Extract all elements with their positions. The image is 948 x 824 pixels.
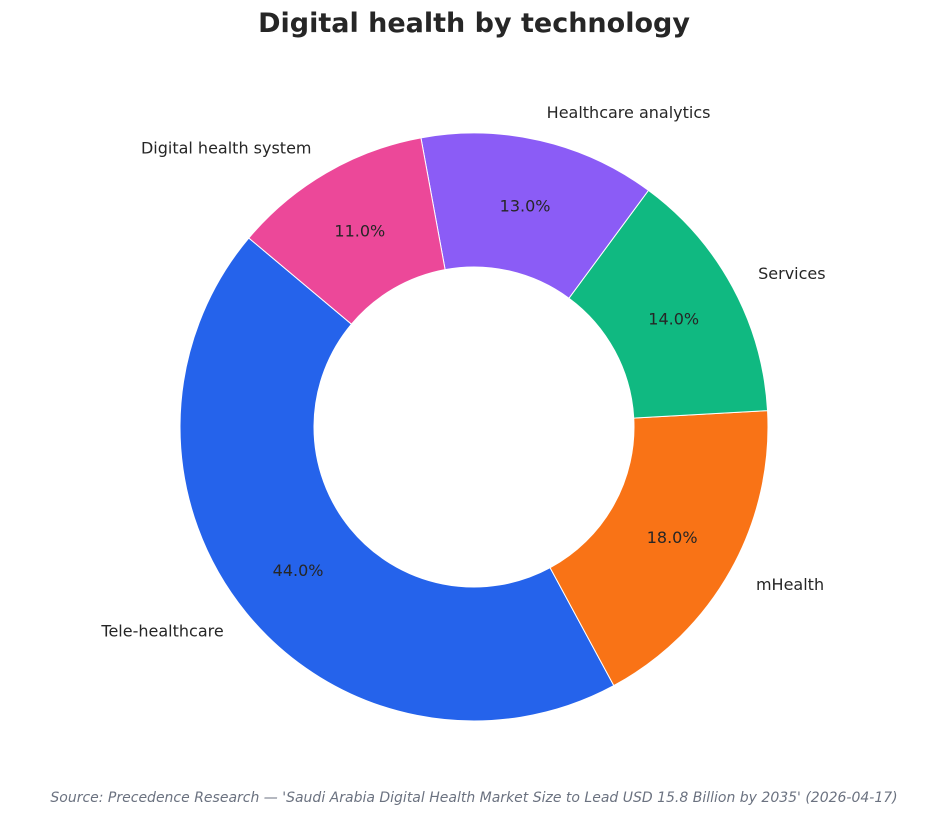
slice-digital-health-system [248, 137, 446, 325]
source-note: Source: Precedence Research — 'Saudi Ara… [50, 790, 898, 806]
category-label-digital-health-system: Digital health system [141, 138, 312, 157]
value-label-services: 14.0% [648, 310, 699, 329]
value-label-mhealth: 18.0% [647, 528, 698, 547]
slice-mhealth [549, 410, 769, 687]
slices-layer [179, 132, 769, 722]
labels-layer: 44.0% Tele-healthcare 18.0% mHealth 14.0% Ser… [100, 103, 825, 641]
category-label-tele-healthcare: Tele-healthcare [100, 622, 223, 641]
category-label-mhealth: mHealth [756, 575, 824, 594]
category-label-services: Services [758, 264, 825, 283]
value-label-tele-healthcare: 44.0% [273, 561, 324, 580]
chart-title: Digital health by technology [258, 8, 690, 39]
value-label-digital-health-system: 11.0% [334, 221, 385, 240]
slice-services [568, 189, 769, 419]
slice-tele-healthcare [179, 237, 615, 722]
value-label-healthcare-analytics: 13.0% [500, 196, 551, 215]
category-label-healthcare-analytics: Healthcare analytics [547, 103, 711, 122]
